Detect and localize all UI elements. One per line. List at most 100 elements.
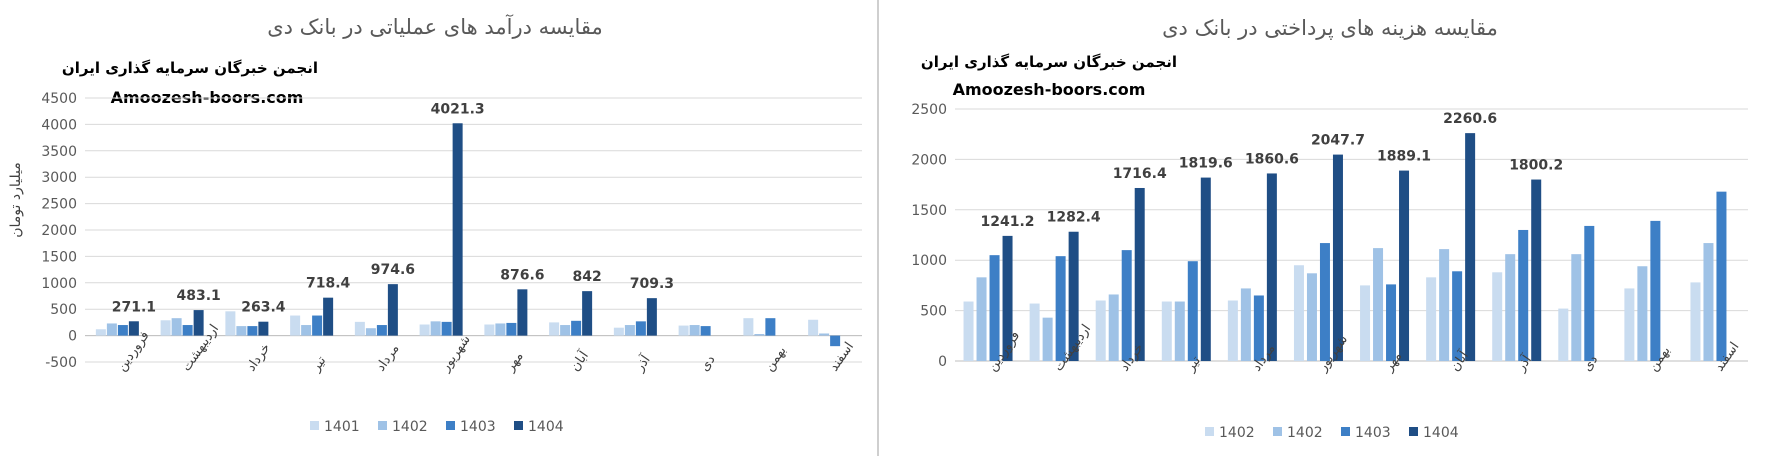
legend-label: 1402 (1287, 425, 1323, 441)
bar-1404-7 (582, 291, 593, 336)
legend-swatch (1341, 427, 1350, 436)
y-tick-label: 2000 (911, 152, 947, 168)
bar-1404-0 (1002, 235, 1013, 361)
bar-1403-11 (1716, 191, 1727, 361)
data-label: 271.1 (112, 299, 156, 315)
bar-1401-9 (678, 325, 689, 336)
bar-1404-8 (646, 298, 657, 336)
bar-1402-7 (1439, 249, 1450, 361)
bar-1403-8 (635, 321, 646, 336)
bar-1402-2 (1108, 294, 1119, 361)
chart-subtitle: انجمن خبرگان سرمایه گذاری ایران (62, 59, 318, 77)
bar-1402-1 (1029, 303, 1040, 361)
bar-1404-4 (387, 284, 398, 336)
bar-1402-10 (1637, 266, 1648, 361)
bar-1402-10 (1624, 288, 1635, 361)
x-tick-label: تیر (308, 353, 330, 375)
bar-1403-6 (1386, 284, 1397, 361)
legend-label: 1404 (1423, 425, 1459, 441)
x-tick-label: مهر (502, 349, 526, 375)
data-label: 2047.7 (1311, 133, 1365, 149)
y-tick-label: 0 (938, 354, 947, 370)
bar-1404-1 (193, 310, 204, 336)
bar-1402-10 (754, 334, 765, 336)
x-tick-label: بهمن (1646, 344, 1674, 375)
bar-1403-0 (989, 255, 1000, 361)
bar-1404-3 (1200, 177, 1211, 361)
bar-1403-5 (441, 321, 452, 336)
bar-1404-5 (1332, 154, 1343, 361)
bar-1402-5 (430, 321, 441, 336)
bar-1404-0 (128, 321, 139, 336)
bar-1404-5 (452, 123, 463, 336)
data-label: 4021.3 (431, 101, 485, 117)
bar-1401-5 (419, 324, 430, 336)
bar-1402-4 (1240, 288, 1251, 361)
x-tick-label: بهمن (762, 344, 790, 375)
bar-1404-6 (1399, 170, 1410, 361)
bar-1402-7 (1426, 277, 1437, 361)
y-tick-label: 500 (920, 304, 947, 320)
y-tick-label: 3500 (41, 144, 77, 160)
bar-1402-6 (495, 323, 506, 336)
y-axis-label: میلیارد تومان (8, 162, 24, 237)
bar-1403-9 (700, 326, 711, 336)
bar-1403-10 (1650, 220, 1661, 361)
bar-1402-0 (976, 277, 987, 361)
data-label: 1716.4 (1113, 166, 1167, 182)
bar-1404-7 (1465, 133, 1476, 361)
data-label: 483.1 (176, 288, 220, 304)
bar-1402-5 (1293, 265, 1304, 361)
bar-1403-10 (765, 318, 776, 336)
bar-1403-2 (247, 326, 258, 336)
data-label: 1860.6 (1245, 151, 1299, 167)
bar-1403-7 (571, 320, 582, 336)
watermark-text: Amoozesh-boors.com (953, 80, 1146, 99)
legend-swatch (1205, 427, 1214, 436)
legend-swatch (378, 421, 387, 430)
y-tick-label: 1000 (41, 276, 77, 292)
bar-1402-11 (1690, 282, 1701, 361)
bar-1402-2 (1095, 300, 1106, 361)
y-tick-label: 500 (50, 302, 77, 318)
data-label: 1889.1 (1377, 149, 1431, 165)
bar-1403-4 (1253, 295, 1264, 361)
y-tick-label: 1500 (41, 249, 77, 265)
bar-1402-9 (689, 325, 700, 336)
chart-title: مقایسه درآمد های عملیاتی در بانک دی (267, 14, 603, 39)
x-tick-label: آذر (630, 351, 654, 376)
bar-1401-6 (484, 324, 495, 336)
data-label: 842 (573, 269, 602, 285)
chart-expenses: مقایسه هزینه های پرداختی در بانک دی انجمن… (911, 16, 1748, 441)
bar-1402-1 (171, 318, 182, 336)
legend-swatch (1409, 427, 1418, 436)
bar-1402-11 (1703, 243, 1714, 361)
y-tick-label: 3000 (41, 170, 77, 186)
bar-1403-3 (1187, 261, 1198, 361)
bar-1403-9 (1584, 225, 1595, 361)
bar-1403-11 (830, 335, 841, 347)
bar-1401-7 (549, 322, 560, 336)
bar-1403-1 (182, 325, 193, 336)
legend-label: 1403 (1355, 425, 1391, 441)
bar-1403-4 (376, 325, 387, 336)
bar-1404-6 (517, 289, 528, 336)
legend-label: 1402 (1219, 425, 1255, 441)
bar-1401-0 (95, 329, 106, 336)
bar-1402-8 (1492, 272, 1503, 361)
legend-swatch (1273, 427, 1282, 436)
bar-1402-0 (106, 323, 117, 336)
bar-1402-4 (1227, 300, 1238, 361)
bar-1402-9 (1571, 254, 1582, 361)
bar-1404-2 (258, 321, 269, 336)
bar-1402-3 (301, 325, 312, 336)
bar-1403-5 (1319, 243, 1330, 361)
bar-1402-11 (819, 333, 830, 336)
bar-1404-1 (1068, 231, 1079, 361)
bar-1403-3 (312, 315, 323, 336)
data-label: 1800.2 (1509, 158, 1563, 174)
bar-1401-1 (160, 320, 171, 336)
y-tick-label: -500 (45, 355, 77, 371)
bar-1402-0 (963, 301, 974, 361)
